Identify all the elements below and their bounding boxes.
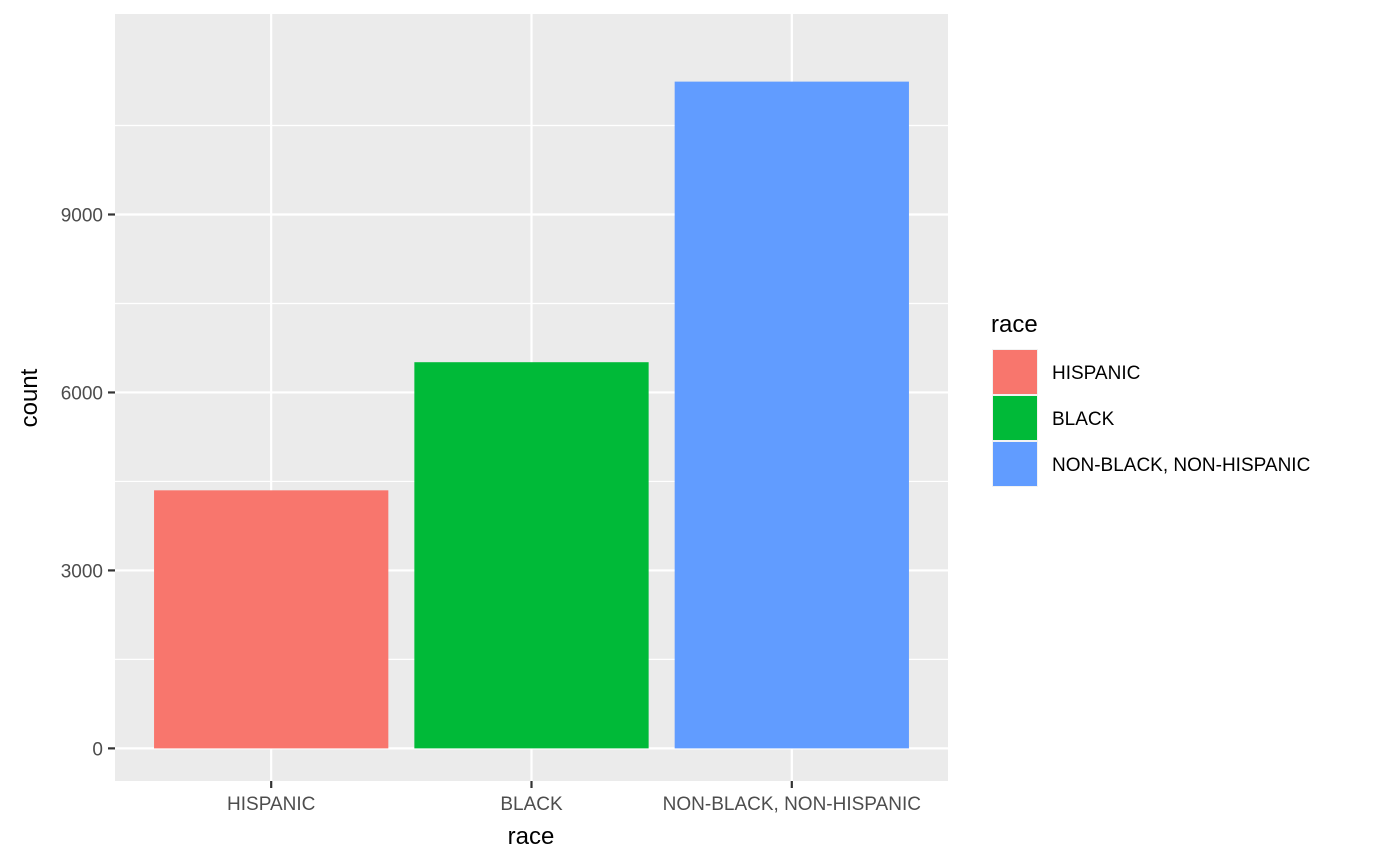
- bar-black: [414, 362, 649, 749]
- y-tick-label: 3000: [61, 561, 103, 582]
- y-axis: 0 3000 6000 9000: [61, 205, 115, 760]
- legend-label: HISPANIC: [1052, 363, 1140, 384]
- legend-title: race: [991, 311, 1038, 338]
- legend: race HISPANIC BLACK NON-BLACK, NON-HISPANI…: [991, 311, 1310, 487]
- y-axis-title: count: [16, 368, 43, 427]
- x-axis: HISPANIC BLACK NON-BLACK, NON-HISPANIC: [227, 781, 921, 815]
- legend-swatch: [993, 442, 1037, 486]
- bars: [154, 81, 909, 749]
- legend-swatch: [993, 396, 1037, 440]
- y-tick-label: 9000: [61, 205, 103, 226]
- y-tick-label: 6000: [61, 383, 103, 404]
- bar-non-black-non-hispanic: [674, 81, 909, 749]
- y-tick-label: 0: [92, 739, 103, 760]
- x-tick-label: NON-BLACK, NON-HISPANIC: [663, 794, 921, 815]
- x-tick-label: HISPANIC: [227, 794, 315, 815]
- x-axis-title: race: [508, 823, 555, 850]
- legend-label: BLACK: [1052, 409, 1115, 430]
- legend-swatch: [993, 350, 1037, 394]
- legend-label: NON-BLACK, NON-HISPANIC: [1052, 455, 1310, 476]
- x-tick-label: BLACK: [500, 794, 563, 815]
- bar-hispanic: [154, 490, 389, 749]
